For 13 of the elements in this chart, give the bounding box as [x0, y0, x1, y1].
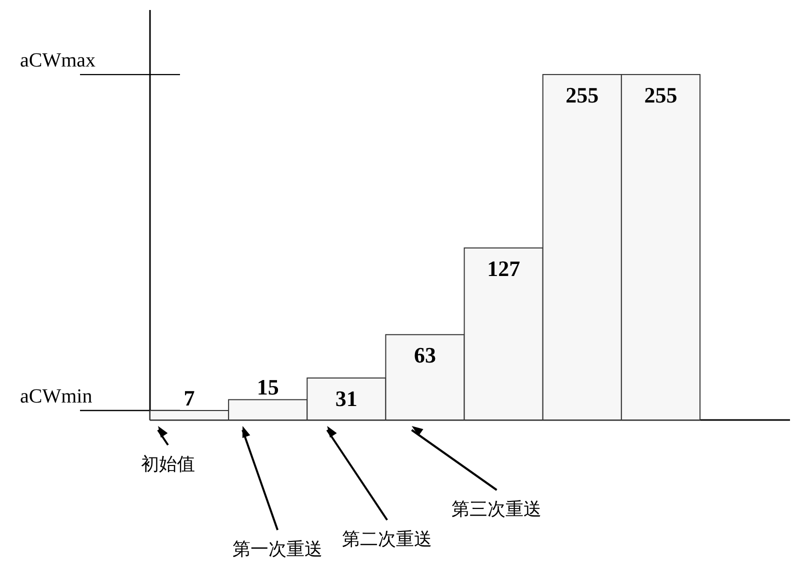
data-label: 255	[566, 82, 599, 108]
data-label: 7	[184, 386, 195, 411]
annotation: 第一次重送	[232, 539, 323, 560]
data-label: 31	[335, 386, 358, 411]
ref-label: aCWmin	[20, 386, 92, 408]
annotation: 第二次重送	[342, 529, 432, 550]
data-label: 15	[256, 374, 279, 400]
data-label: 127	[487, 256, 520, 281]
annotation: 第三次重送	[452, 499, 542, 520]
annotation: 初始值	[141, 454, 195, 475]
data-label: 255	[644, 82, 678, 108]
data-label: 63	[414, 342, 436, 368]
ref-label: aCWmax	[20, 50, 96, 72]
